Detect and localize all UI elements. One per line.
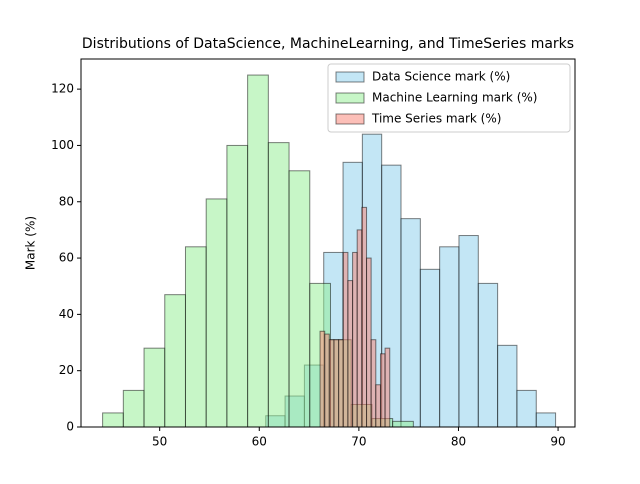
histogram-bar: [458, 235, 479, 428]
x-tick-label: 60: [252, 435, 267, 449]
histogram-bar: [122, 389, 145, 428]
y-tick-label: 0: [66, 420, 74, 434]
histogram-bar: [319, 330, 326, 428]
histogram-bar: [375, 384, 381, 428]
histogram-bar: [143, 347, 166, 428]
histogram-bar: [342, 251, 349, 428]
legend-swatch: [335, 113, 365, 125]
histogram-bar: [288, 170, 311, 428]
histogram-bar: [328, 339, 335, 428]
histogram-bar: [324, 333, 330, 428]
legend-label: Machine Learning mark (%): [372, 91, 537, 105]
histogram-bar: [352, 251, 358, 428]
histogram-bar: [338, 339, 344, 428]
x-tick-label: 50: [152, 435, 167, 449]
x-tick-label: 80: [451, 435, 466, 449]
histogram-bar: [333, 339, 340, 428]
y-axis-label: Mark (%): [24, 216, 38, 270]
chart-title: Distributions of DataScience, MachineLea…: [82, 36, 574, 52]
histogram-bar: [366, 257, 372, 428]
y-tick-label: 80: [59, 194, 74, 208]
y-tick-label: 40: [59, 307, 74, 321]
legend-swatch: [335, 92, 365, 104]
histogram-bar: [497, 344, 518, 428]
histogram-bar: [267, 142, 290, 428]
y-tick-label: 60: [59, 251, 74, 265]
histogram-bar: [164, 294, 186, 428]
histogram-bar: [439, 246, 460, 428]
histogram-bar: [102, 412, 124, 428]
x-tick-label: 90: [550, 435, 565, 449]
x-tick-label: 70: [351, 435, 366, 449]
histogram-bar: [370, 339, 377, 428]
y-tick-label: 100: [51, 138, 74, 152]
histogram-bar: [347, 280, 354, 428]
y-tick-label: 120: [51, 82, 74, 96]
histogram-bar: [356, 229, 363, 428]
histogram-bar: [392, 420, 414, 428]
legend-label: Time Series mark (%): [371, 112, 501, 126]
histogram-bar: [361, 206, 368, 428]
legend-box: [327, 63, 571, 133]
histogram-bar: [247, 74, 269, 428]
histogram-bar: [184, 246, 207, 428]
histogram-bar: [379, 353, 386, 428]
legend-swatch: [335, 71, 365, 83]
plot-frame: [80, 58, 576, 428]
histogram-bar: [516, 389, 537, 428]
histogram-bar: [419, 268, 441, 428]
y-tick-label: 20: [59, 363, 74, 377]
histogram-bar: [477, 282, 499, 428]
histogram-bar: [226, 144, 249, 428]
histogram-bar: [400, 218, 421, 428]
histogram-bar: [535, 412, 557, 428]
histogram-bar: [384, 347, 391, 428]
legend-label: Data Science mark (%): [372, 70, 510, 84]
histogram-bar: [205, 198, 228, 428]
